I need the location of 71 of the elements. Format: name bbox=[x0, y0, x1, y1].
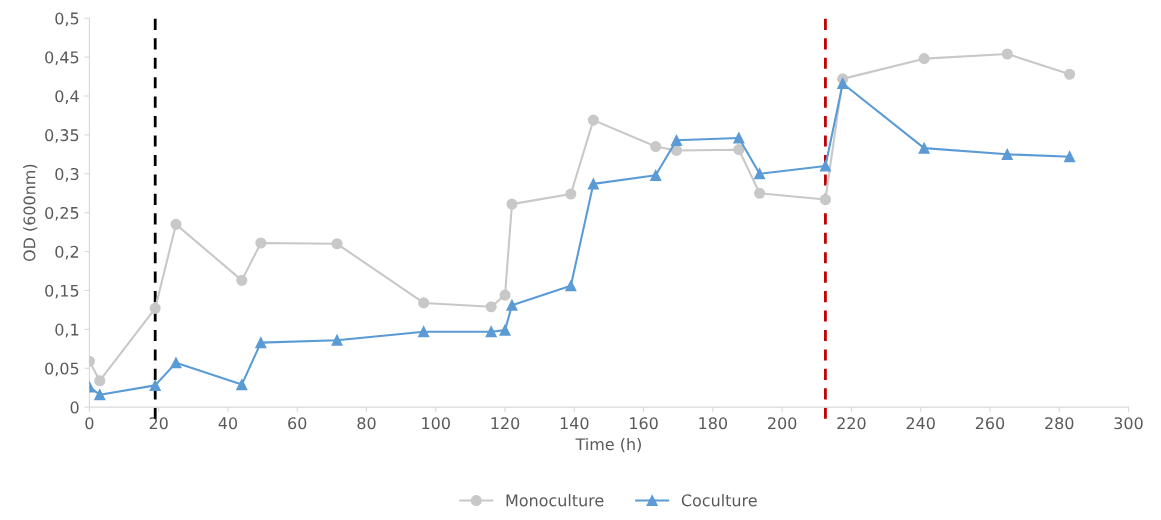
point bbox=[331, 334, 343, 346]
point bbox=[1064, 68, 1076, 80]
point bbox=[754, 168, 766, 180]
point bbox=[485, 326, 497, 338]
point bbox=[499, 324, 511, 336]
point bbox=[918, 53, 930, 65]
point bbox=[255, 337, 267, 349]
point bbox=[499, 289, 511, 301]
y-tick-label: 0,3 bbox=[55, 168, 79, 182]
x-tick-label: 240 bbox=[906, 417, 935, 430]
point bbox=[837, 77, 849, 90]
point bbox=[331, 238, 343, 250]
y-axis-title: OD (600nm) bbox=[23, 164, 38, 262]
x-tick-label: 220 bbox=[837, 417, 866, 430]
point bbox=[418, 326, 430, 338]
point bbox=[170, 357, 182, 369]
point bbox=[506, 198, 518, 210]
y-tick-label: 0,45 bbox=[45, 51, 79, 66]
y-tick-label: 0,35 bbox=[45, 129, 79, 143]
point bbox=[819, 160, 831, 172]
point bbox=[236, 379, 248, 391]
point bbox=[1064, 151, 1076, 163]
point bbox=[485, 301, 497, 313]
x-tick-label: 260 bbox=[975, 417, 1005, 430]
point bbox=[149, 379, 161, 391]
y-tick-label: 0,1 bbox=[55, 323, 79, 338]
point bbox=[565, 280, 577, 292]
point bbox=[1001, 148, 1013, 160]
x-tick-label: 80 bbox=[357, 417, 376, 430]
x-tick-label: 280 bbox=[1045, 417, 1074, 430]
point bbox=[565, 188, 577, 200]
x-tick-label: 200 bbox=[768, 417, 797, 430]
point bbox=[587, 114, 599, 126]
x-axis-title: Time (h) bbox=[575, 437, 641, 453]
x-tick-label: 0 bbox=[85, 417, 94, 430]
y-tick-label: 0,05 bbox=[45, 362, 79, 377]
y-tick-label: 0,4 bbox=[55, 90, 79, 104]
point bbox=[506, 299, 518, 311]
point bbox=[650, 169, 662, 181]
point bbox=[670, 134, 683, 146]
point bbox=[94, 375, 106, 387]
legend-label: Monoculture bbox=[506, 494, 604, 507]
point bbox=[819, 193, 831, 206]
point bbox=[94, 389, 106, 401]
point bbox=[418, 297, 430, 309]
point bbox=[733, 144, 745, 156]
y-tick-label: 0,2 bbox=[55, 245, 79, 260]
y-tick-label: 0,25 bbox=[45, 206, 79, 221]
y-tick-label: 0,5 bbox=[55, 12, 79, 27]
y-tick-label: 0,15 bbox=[45, 284, 79, 299]
x-tick-label: 160 bbox=[630, 417, 658, 430]
point bbox=[918, 142, 930, 154]
point bbox=[236, 274, 248, 286]
point bbox=[1001, 48, 1013, 60]
x-tick-label: 300 bbox=[1114, 417, 1143, 430]
x-tick-label: 40 bbox=[218, 417, 238, 430]
point bbox=[149, 302, 161, 314]
x-tick-label: 60 bbox=[288, 417, 307, 430]
x-tick-label: 180 bbox=[699, 417, 728, 430]
point bbox=[650, 141, 662, 153]
point bbox=[587, 178, 599, 190]
y-tick-label: 0 bbox=[70, 401, 79, 414]
x-tick-label: 140 bbox=[560, 417, 589, 430]
legend-label: Coculture bbox=[681, 494, 757, 507]
point bbox=[170, 218, 182, 230]
point bbox=[255, 237, 267, 249]
x-tick-label: 120 bbox=[491, 417, 520, 430]
point bbox=[733, 132, 745, 144]
x-tick-label: 20 bbox=[149, 417, 168, 430]
point bbox=[754, 187, 766, 199]
x-tick-label: 100 bbox=[422, 417, 450, 430]
